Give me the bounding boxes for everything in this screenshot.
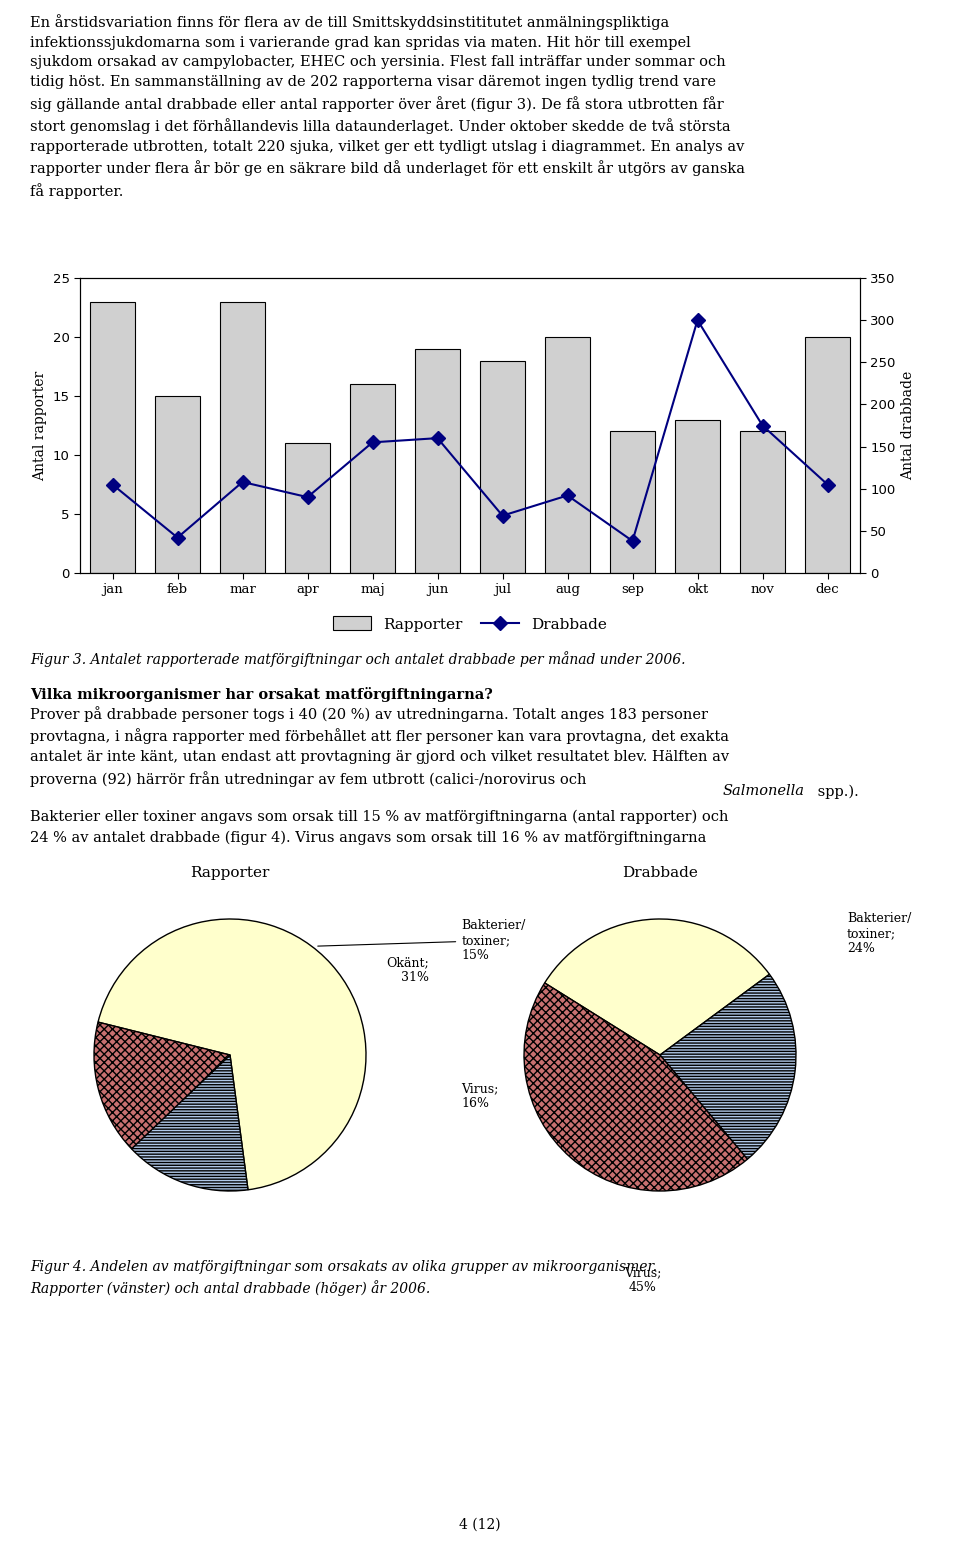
Text: Virus;
45%: Virus; 45%: [624, 1265, 661, 1293]
Wedge shape: [524, 982, 748, 1191]
Title: Rapporter: Rapporter: [190, 866, 270, 880]
Bar: [285, 442, 330, 572]
Wedge shape: [132, 1055, 248, 1191]
Bar: [155, 396, 201, 572]
Bar: [675, 419, 720, 572]
Bar: [740, 432, 785, 572]
Text: Prover på drabbade personer togs i 40 (20 %) av utredningarna. Totalt anges 183 : Prover på drabbade personer togs i 40 (2…: [30, 705, 730, 787]
Text: Salmonella: Salmonella: [723, 784, 805, 798]
Bar: [480, 360, 525, 572]
Text: Figur 3. Antalet rapporterade matförgiftningar och antalet drabbade per månad un: Figur 3. Antalet rapporterade matförgift…: [30, 651, 685, 667]
Text: Okänt;
31%: Okänt; 31%: [386, 956, 429, 984]
Text: Bakterier eller toxiner angavs som orsak till 15 % av matförgiftningarna (antal : Bakterier eller toxiner angavs som orsak…: [30, 811, 729, 845]
Wedge shape: [544, 919, 770, 1055]
Bar: [349, 384, 396, 572]
Text: Bakterier/
toxiner;
24%: Bakterier/ toxiner; 24%: [847, 913, 911, 954]
Text: Virus;
16%: Virus; 16%: [461, 1081, 498, 1109]
Text: spp.).: spp.).: [813, 784, 859, 798]
Bar: [89, 302, 135, 572]
Bar: [610, 432, 656, 572]
Text: Vilka mikroorganismer har orsakat matförgiftningarna?: Vilka mikroorganismer har orsakat matför…: [30, 687, 492, 701]
Wedge shape: [660, 975, 796, 1159]
Legend: Rapporter, Drabbade: Rapporter, Drabbade: [326, 611, 613, 637]
Text: Figur 4. Andelen av matförgiftningar som orsakats av olika grupper av mikroorgan: Figur 4. Andelen av matförgiftningar som…: [30, 1259, 657, 1296]
Text: Bakterier/
toxiner;
15%: Bakterier/ toxiner; 15%: [318, 919, 525, 962]
Wedge shape: [94, 1023, 230, 1149]
Bar: [220, 302, 265, 572]
Bar: [544, 337, 590, 572]
Wedge shape: [98, 919, 366, 1190]
Bar: [415, 348, 460, 572]
Y-axis label: Antal drabbade: Antal drabbade: [901, 371, 915, 480]
Title: Drabbade: Drabbade: [622, 866, 698, 880]
Text: En årstidsvariation finns för flera av de till Smittskyddsinstititutet anmälning: En årstidsvariation finns för flera av d…: [30, 14, 745, 200]
Y-axis label: Antal rapporter: Antal rapporter: [33, 370, 47, 481]
Text: 4 (12): 4 (12): [459, 1518, 501, 1532]
Bar: [804, 337, 851, 572]
